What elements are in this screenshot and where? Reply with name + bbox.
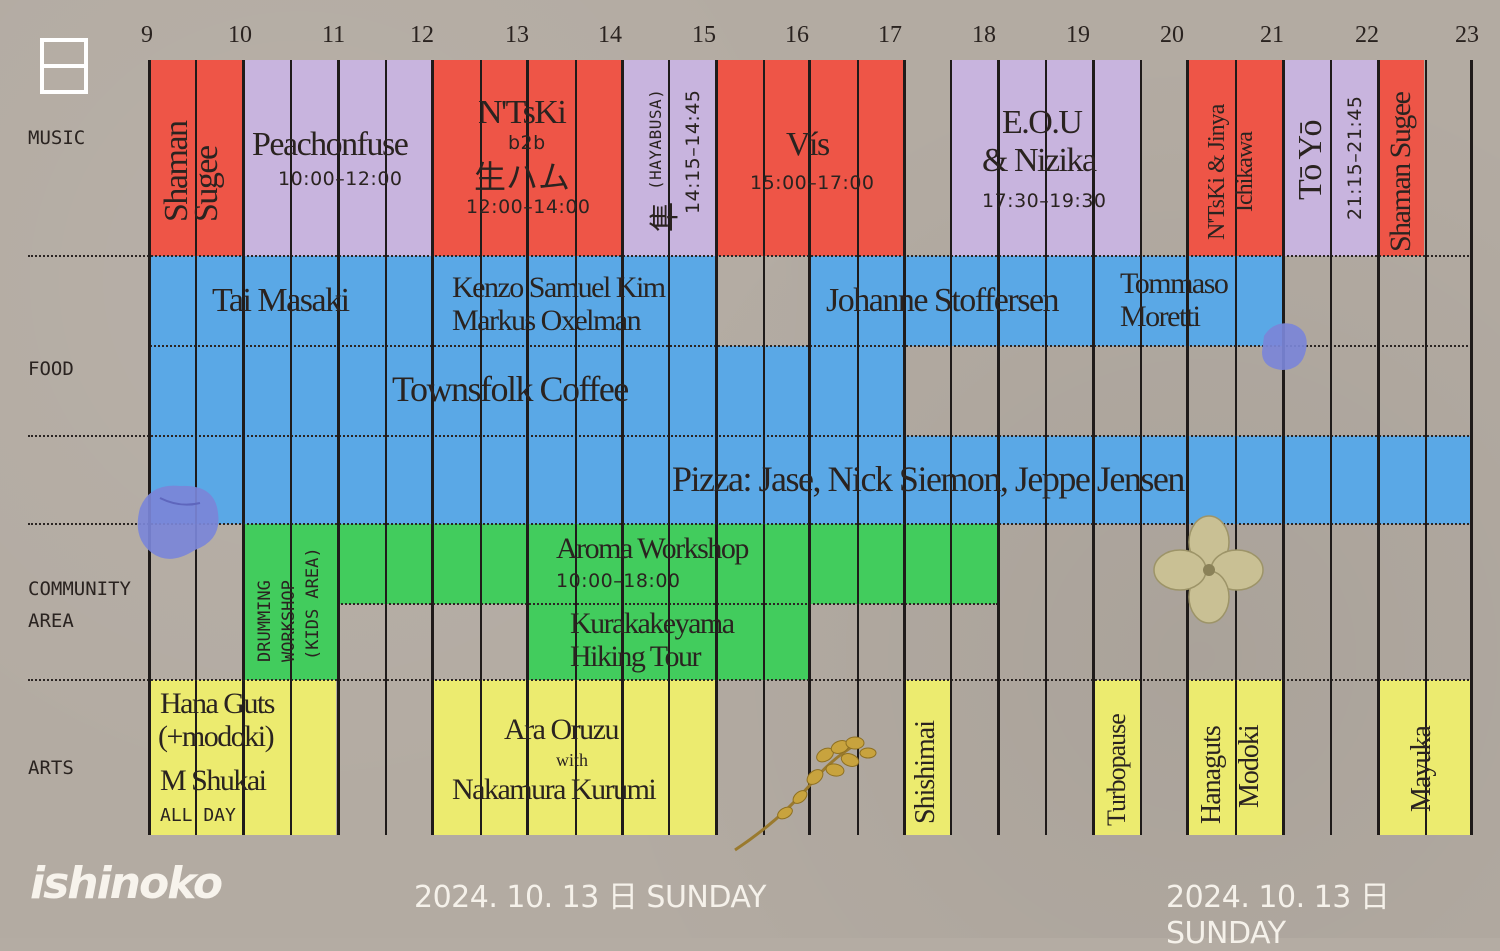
hour-label: 10 [228,22,252,48]
row-divider [28,435,1473,437]
hanaguts-line2: Modoki [1234,725,1265,808]
dried-sprig-icon [734,736,877,852]
ara-oruzu-name: Ara Oruzu [504,713,619,746]
day-kanji-icon [40,38,88,94]
ntski-jinya-line2: Ichikawa [1232,132,1258,212]
vis-name: Vís [786,126,830,163]
row-divider [28,255,1473,257]
block-turbopause[interactable] [1094,680,1140,835]
hour-label: 17 [878,22,902,48]
hour-label: 20 [1160,22,1184,48]
peachonfuse-name: Peachonfuse [252,126,409,163]
m-shukai: M Shukai [160,764,267,797]
eou-time: 17:30–19:30 [982,190,1107,212]
blue-petal-icon [1262,323,1307,370]
hour-label: 11 [322,22,346,48]
to-yo-name: Tō Yō [1292,120,1329,200]
turbopause-name: Turbopause [1102,714,1131,826]
aroma-name: Aroma Workshop [556,532,749,565]
row-label-community: COMMUNITY [28,578,131,600]
shishimai-name: Shishimai [910,720,941,824]
drumming-line1: DRUMMING [255,580,275,662]
ntski-b2b: b2b [508,132,546,154]
markus-name: Markus Oxelman [452,304,642,337]
hayabusa-glyph: 隼 [648,202,683,232]
hour-label: 9 [141,22,153,48]
drumming-line3: (KIDS AREA) [303,547,323,660]
dried-flower-icon [1153,515,1264,624]
hour-label: 15 [692,22,716,48]
hour-label: 22 [1355,22,1379,48]
hour-label: 16 [785,22,809,48]
ntski-jinya-line1: N'TsKi & Jinya [1204,104,1230,240]
date-left: 2024. 10. 13 日 SUNDAY [414,880,766,915]
row-label-music: MUSIC [28,127,86,149]
hanaguts-line1: Hanaguts [1196,726,1227,824]
tommaso-line1: Tommaso [1120,267,1229,300]
hana-guts-line1: Hana Guts [160,687,275,720]
peachonfuse-time: 10:00–12:00 [278,168,403,190]
eou-name2: & Nizika [982,142,1097,179]
row-label-arts: ARTS [28,757,74,779]
block-pizza[interactable] [432,436,1472,524]
block-ntski-jinya[interactable] [1186,60,1282,256]
hour-label: 21 [1260,22,1284,48]
block-shaman-sugee-2[interactable] [1378,60,1424,256]
hour-label: 19 [1066,22,1090,48]
row-label-food: FOOD [28,358,74,380]
drumming-line2: WORKSHOP [279,580,299,662]
row-label-community-2: AREA [28,610,74,632]
hour-label: 13 [505,22,529,48]
row-divider [28,679,1473,681]
tai-masaki-name: Tai Masaki [212,282,350,319]
mayuka-name: Mayuka [1406,726,1437,812]
hayabusa-time: 14:15–14:45 [682,89,704,214]
johanne-name: Johanne Stoffersen [826,282,1060,319]
hayabusa-sub: (HAYABUSA) [646,88,665,190]
hana-guts-line2: (+modoki) [158,720,275,753]
vis-time: 15:00–17:00 [750,172,875,194]
ntski-name: N'TsKi [478,94,567,131]
hiking-line1: Kurakakeyama [570,607,735,640]
eou-name: E.O.U [1002,104,1083,141]
shaman-sugee-line2: Sugee [188,146,225,222]
to-yo-time: 21:15–21:45 [1344,95,1366,220]
hour-label: 23 [1455,22,1479,48]
shaman-sugee-2-name: Shaman Sugee [1384,92,1417,252]
row-divider [28,523,1473,525]
pizza-name: Pizza: Jase, Nick Siemon, Jeppe Jensen [672,459,1185,499]
row-divider [150,345,1472,347]
kenzo-name: Kenzo Samuel Kim [452,271,666,304]
hour-label: 14 [598,22,622,48]
ntski-time: 12:00–14:00 [466,196,591,218]
tommaso-line2: Moretti [1120,300,1201,333]
townsfolk-name: Townsfolk Coffee [392,369,629,409]
hour-label: 18 [972,22,996,48]
date-right: 2024. 10. 13 日 SUNDAY [1166,880,1390,951]
aroma-time: 10:00–18:00 [556,570,681,592]
blue-petal-icon [137,485,219,559]
ara-with: with [556,750,589,770]
nakamura-name: Nakamura Kurumi [452,773,657,806]
ishinoko-logo: ishinoko [30,858,223,909]
all-day-label: ALL DAY [160,805,236,826]
ntski-name2: 生ハム [474,158,571,196]
hour-label: 12 [410,22,434,48]
hiking-line2: Hiking Tour [570,640,702,673]
block-shishimai[interactable] [904,680,950,835]
